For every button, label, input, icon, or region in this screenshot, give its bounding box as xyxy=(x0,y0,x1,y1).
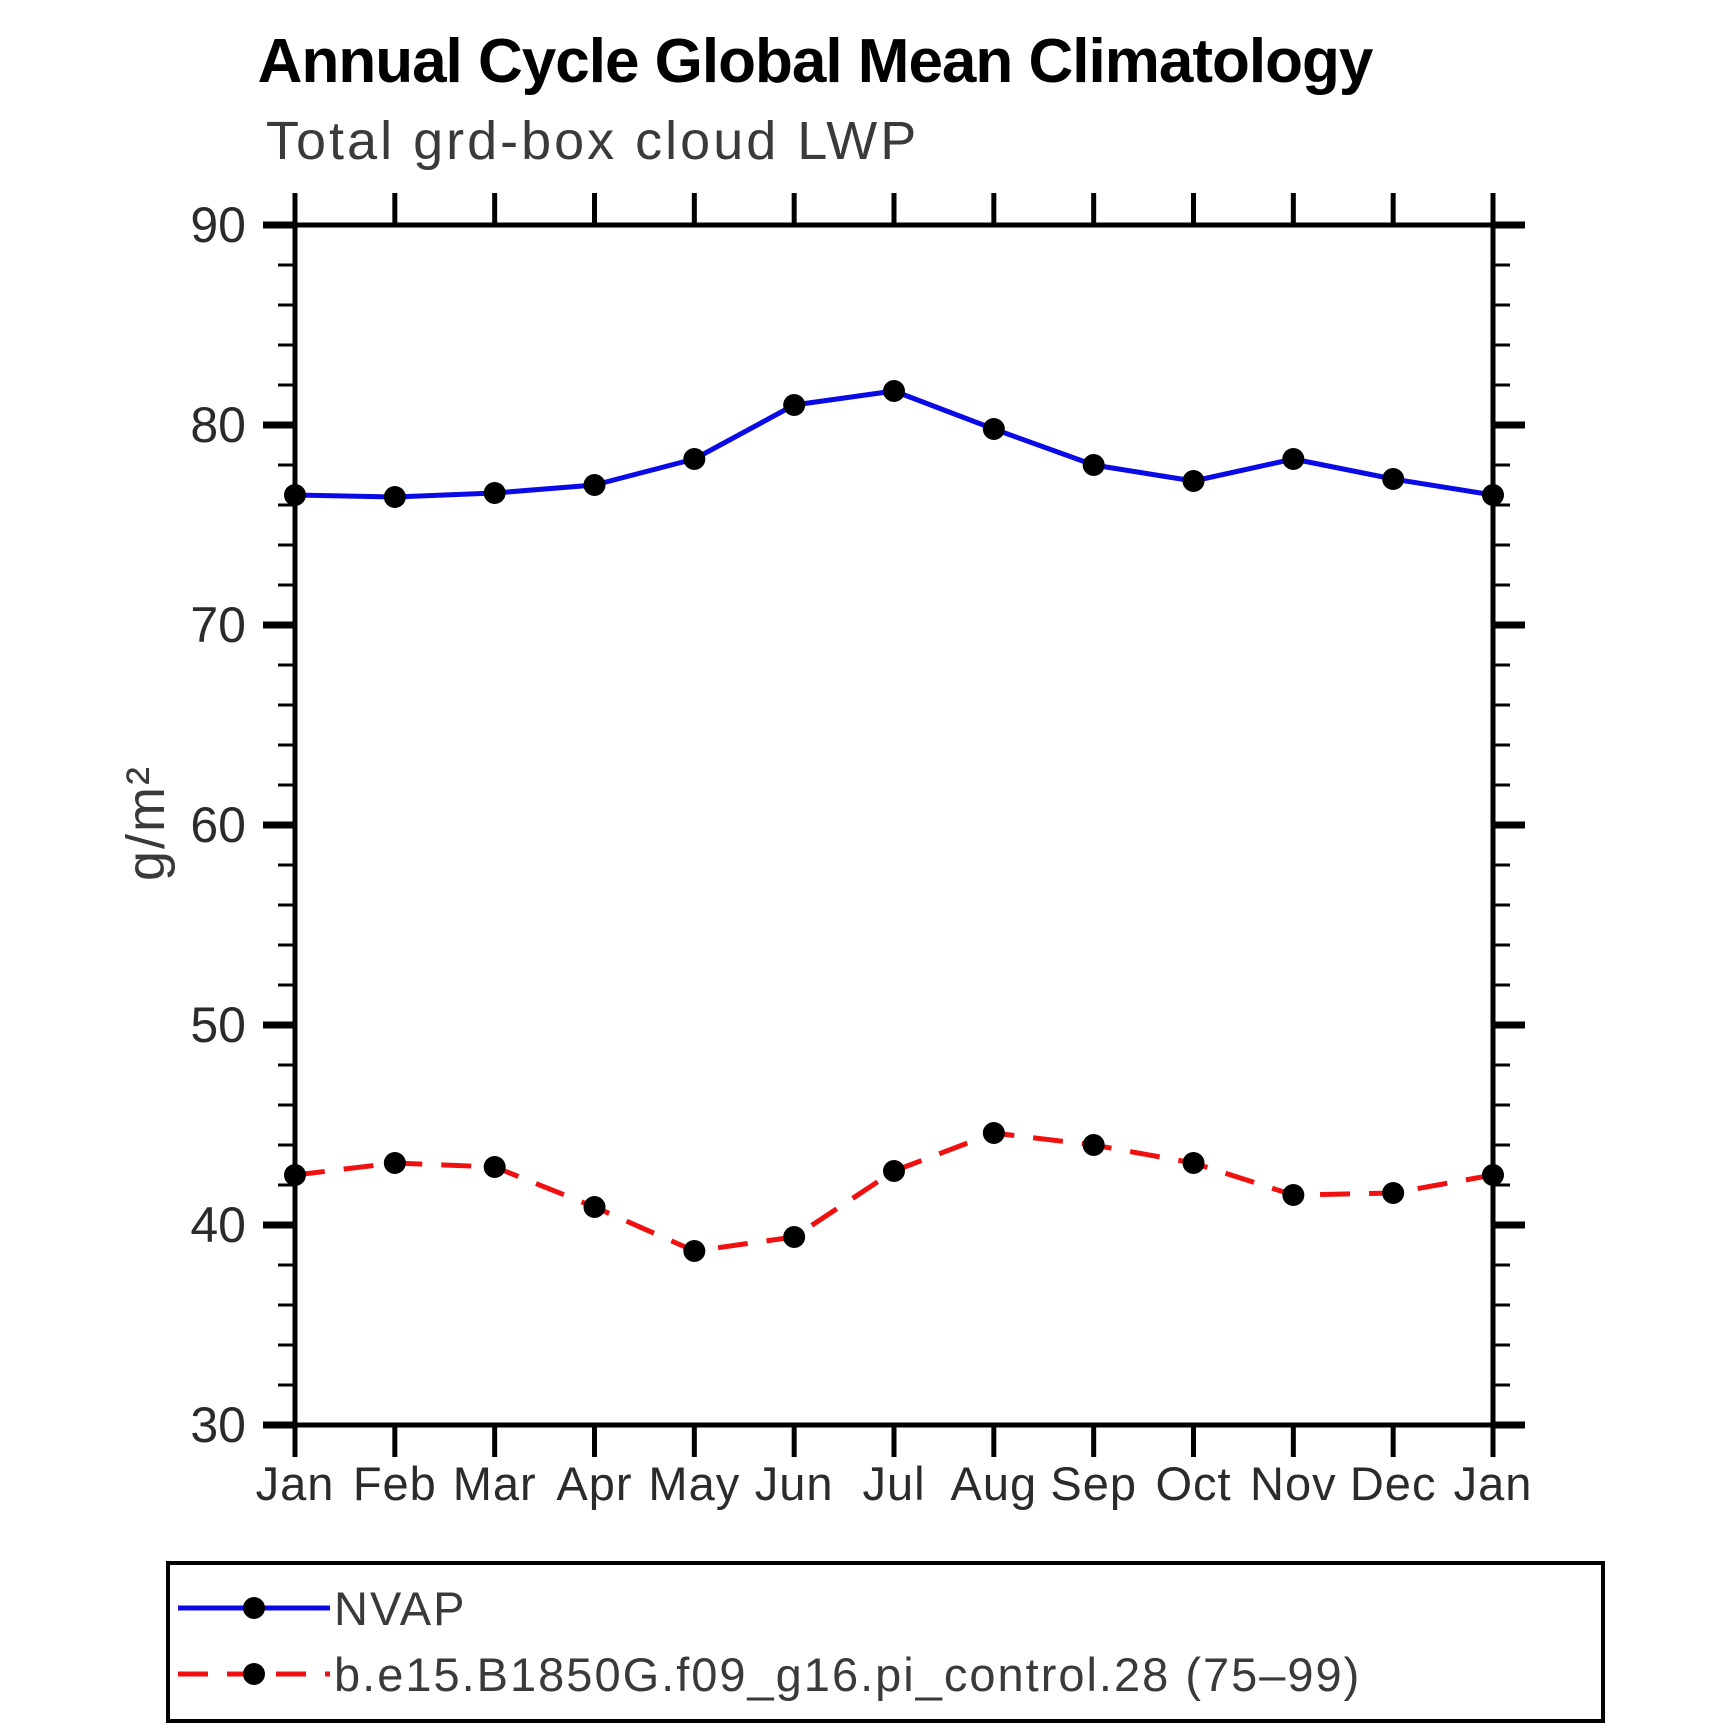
data-point xyxy=(284,1164,306,1186)
data-point xyxy=(783,1226,806,1248)
data-point xyxy=(1182,1152,1205,1174)
x-tick-label: May xyxy=(648,1457,740,1510)
y-tick-label: 70 xyxy=(190,597,246,653)
y-tick-label: 80 xyxy=(190,397,246,453)
y-tick-label: 60 xyxy=(190,797,246,853)
data-point xyxy=(383,486,406,508)
x-tick-label: Feb xyxy=(353,1457,437,1510)
data-point xyxy=(1482,484,1504,506)
data-point xyxy=(783,394,806,416)
data-point xyxy=(1282,1184,1305,1206)
y-tick-label: 40 xyxy=(190,1197,246,1253)
y-tick-label: 50 xyxy=(190,997,246,1053)
legend: NVAP b.e15.B1850G.f09_g16.pi_control.28 … xyxy=(166,1561,1605,1723)
data-point xyxy=(1282,448,1305,470)
x-tick-label: Jun xyxy=(755,1457,834,1510)
x-tick-label: Jan xyxy=(256,1457,335,1510)
x-tick-label: Dec xyxy=(1350,1457,1437,1510)
legend-dot-icon xyxy=(243,1663,265,1685)
x-tick-label: Jul xyxy=(862,1457,925,1510)
chart-title: Annual Cycle Global Mean Climatology xyxy=(257,27,1374,96)
y-tick-label: 90 xyxy=(190,197,246,253)
data-point xyxy=(583,474,606,496)
data-point xyxy=(683,448,706,470)
data-point xyxy=(982,418,1005,440)
legend-dot-icon xyxy=(243,1597,265,1619)
data-point xyxy=(1482,1164,1504,1186)
data-point xyxy=(1382,1182,1405,1204)
data-point xyxy=(982,1122,1005,1144)
data-point xyxy=(483,1156,506,1178)
x-tick-label: Sep xyxy=(1050,1457,1137,1510)
legend-item-model: b.e15.B1850G.f09_g16.pi_control.28 (75–9… xyxy=(170,1641,1601,1707)
x-tick-label: Jan xyxy=(1454,1457,1533,1510)
legend-line-sample-solid xyxy=(178,1597,330,1619)
data-point xyxy=(883,1160,905,1182)
plot-frame xyxy=(292,222,1496,1428)
legend-line-sample-dashed xyxy=(178,1663,330,1685)
x-tick-label: Aug xyxy=(951,1457,1038,1510)
legend-label-nvap: NVAP xyxy=(334,1581,467,1635)
legend-label-model: b.e15.B1850G.f09_g16.pi_control.28 (75–9… xyxy=(334,1647,1362,1701)
data-point xyxy=(284,484,306,506)
data-point xyxy=(1082,454,1105,476)
x-tick-label: Apr xyxy=(556,1457,632,1510)
chart-subtitle: Total grd-box cloud LWP xyxy=(266,111,920,171)
legend-item-nvap: NVAP xyxy=(170,1575,1601,1641)
x-tick-label: Mar xyxy=(453,1457,537,1510)
y-tick-label: 30 xyxy=(190,1397,246,1453)
data-point xyxy=(1082,1134,1105,1156)
data-point xyxy=(583,1196,606,1218)
series-line-0 xyxy=(294,388,1494,500)
x-tick-label: Oct xyxy=(1155,1457,1231,1510)
data-point xyxy=(483,482,506,504)
data-point xyxy=(683,1240,706,1262)
data-point xyxy=(1382,468,1405,490)
data-point xyxy=(1182,470,1205,492)
data-point xyxy=(883,380,905,402)
series-line-1 xyxy=(294,1130,1494,1254)
data-point xyxy=(383,1152,406,1174)
x-tick-label: Nov xyxy=(1250,1457,1337,1510)
